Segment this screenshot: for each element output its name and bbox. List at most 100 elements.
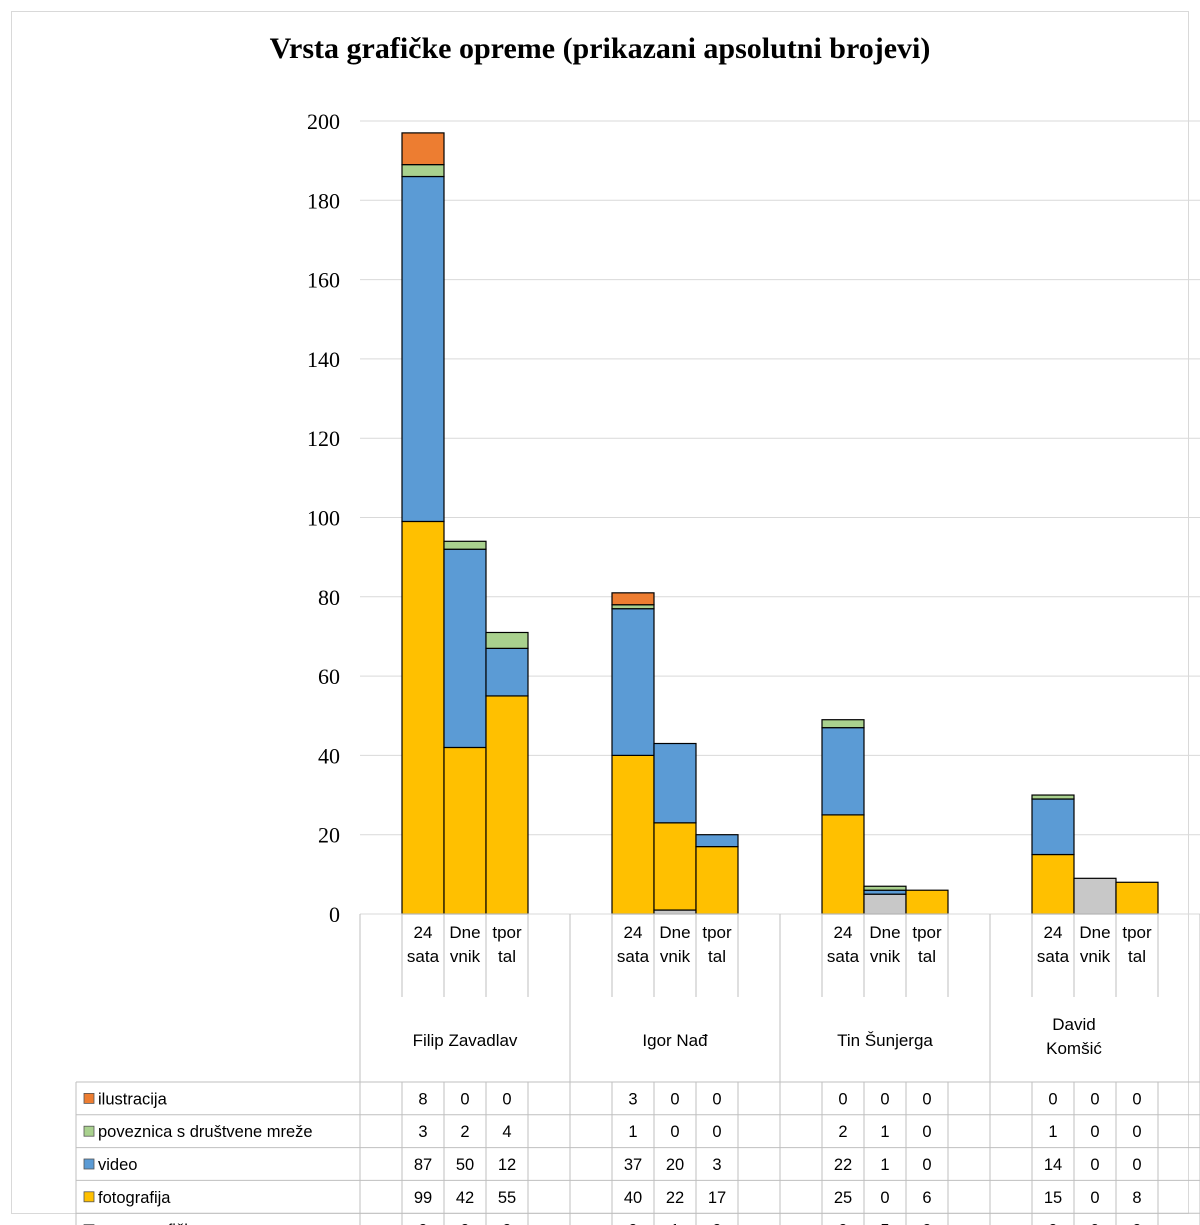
table-cell-value: 42	[456, 1189, 474, 1207]
y-tick-label: 180	[307, 188, 340, 213]
bar-segment	[443, 548, 487, 749]
legend-key	[83, 1158, 95, 1170]
table-cell-value: 12	[498, 1156, 516, 1174]
bar-segment	[485, 647, 529, 697]
x-subcategory-label: tal	[498, 947, 516, 966]
table-cell-value: 25	[834, 1189, 852, 1207]
bar-segment	[611, 754, 655, 915]
x-subcategory-label: sata	[827, 947, 860, 966]
x-subcategory-label: Dne	[869, 923, 900, 942]
y-tick-label: 60	[318, 664, 340, 689]
x-subcategory-label: 24	[834, 923, 853, 942]
table-cell-value: 40	[624, 1189, 642, 1207]
x-subcategory-label: tpor	[492, 923, 522, 942]
table-cell-value: 0	[1132, 1156, 1141, 1174]
bar-segment	[443, 746, 487, 915]
table-cell-value: 99	[414, 1189, 432, 1207]
table-cell-value: 0	[1132, 1222, 1141, 1225]
x-subcategory-label: tpor	[702, 923, 732, 942]
bar-segment	[485, 631, 529, 649]
table-cell-value: 22	[834, 1156, 852, 1174]
table-cell-value: 0	[1132, 1123, 1141, 1141]
x-group-label: Tin Šunjerga	[837, 1031, 933, 1050]
table-cell-value: 0	[838, 1090, 847, 1108]
bar-segment	[401, 164, 445, 178]
legend-label: video	[98, 1156, 137, 1174]
chart-title: Vrsta grafičke opreme (prikazani apsolut…	[269, 32, 931, 65]
bar-segment	[443, 540, 487, 550]
x-subcategory-label: 24	[624, 923, 643, 942]
table-cell-value: 37	[624, 1156, 642, 1174]
table-cell-value: 0	[1090, 1189, 1099, 1207]
table-cell-value: 3	[418, 1123, 427, 1141]
bar-segment	[653, 742, 697, 824]
x-group-label: David	[1052, 1015, 1095, 1034]
table-cell-value: 0	[670, 1090, 679, 1108]
y-tick-label: 200	[307, 109, 340, 134]
x-subcategory-label: vnik	[870, 947, 901, 966]
table-cell-value: 2	[838, 1123, 847, 1141]
x-subcategory-label: Dne	[449, 923, 480, 942]
y-tick-label: 40	[318, 743, 340, 768]
table-cell-value: 0	[880, 1090, 889, 1108]
bar-segment	[821, 814, 865, 915]
x-subcategory-label: tal	[708, 947, 726, 966]
table-cell-value: 1	[1048, 1123, 1057, 1141]
y-tick-label: 120	[307, 426, 340, 451]
y-tick-label: 100	[307, 506, 340, 531]
table-cell-value: 0	[1132, 1090, 1141, 1108]
bar-segment	[1031, 798, 1075, 856]
x-subcategory-label: vnik	[450, 947, 481, 966]
bar-segment	[401, 520, 445, 915]
legend-label: nema grafičke opreme	[98, 1222, 262, 1225]
x-subcategory-label: sata	[407, 947, 440, 966]
x-subcategory-label: sata	[1037, 947, 1070, 966]
bar-segment	[905, 889, 949, 915]
table-cell-value: 1	[880, 1123, 889, 1141]
table-cell-value: 0	[880, 1189, 889, 1207]
bar-segment	[485, 695, 529, 915]
bar-segment	[1115, 881, 1159, 915]
y-tick-label: 20	[318, 823, 340, 848]
table-cell-value: 0	[628, 1222, 637, 1225]
x-subcategory-label: vnik	[660, 947, 691, 966]
x-subcategory-label: tpor	[1122, 923, 1152, 942]
x-subcategory-label: 24	[1044, 923, 1063, 942]
table-cell-value: 0	[460, 1222, 469, 1225]
table-cell-value: 50	[456, 1156, 474, 1174]
bar-segment	[653, 822, 697, 911]
bar-segment	[821, 727, 865, 816]
table-cell-value: 0	[712, 1123, 721, 1141]
table-cell-value: 0	[838, 1222, 847, 1225]
x-subcategory-label: tal	[1128, 947, 1146, 966]
table-cell-value: 0	[1048, 1222, 1057, 1225]
table-cell-value: 3	[712, 1156, 721, 1174]
x-subcategory-label: Dne	[1079, 923, 1110, 942]
bar-segment	[611, 608, 655, 757]
y-tick-label: 0	[329, 902, 340, 927]
y-tick-label: 80	[318, 585, 340, 610]
bar-segment	[863, 885, 907, 891]
legend-label: fotografija	[98, 1189, 171, 1207]
bar-segment	[1031, 794, 1075, 800]
legend-key	[83, 1125, 95, 1137]
y-tick-label: 140	[307, 347, 340, 372]
table-cell-value: 1	[880, 1156, 889, 1174]
x-subcategory-label: tpor	[912, 923, 942, 942]
table-cell-value: 0	[712, 1222, 721, 1225]
table-cell-value: 22	[666, 1189, 684, 1207]
table-cell-value: 0	[502, 1222, 511, 1225]
table-cell-value: 9	[1090, 1222, 1099, 1225]
legend-key	[83, 1093, 95, 1104]
table-cell-value: 87	[414, 1156, 432, 1174]
table-cell-value: 0	[502, 1090, 511, 1108]
x-subcategory-label: 24	[414, 923, 433, 942]
table-cell-value: 0	[460, 1090, 469, 1108]
table-cell-value: 5	[880, 1222, 889, 1225]
table-cell-value: 3	[628, 1090, 637, 1108]
table-cell-value: 0	[670, 1123, 679, 1141]
legend-label: ilustracija	[98, 1090, 168, 1108]
table-cell-value: 14	[1044, 1156, 1062, 1174]
table-cell-value: 1	[628, 1123, 637, 1141]
